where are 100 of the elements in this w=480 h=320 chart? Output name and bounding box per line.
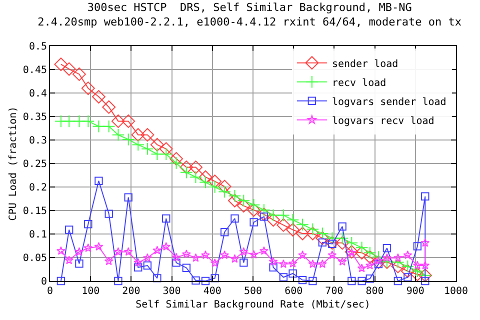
point	[180, 160, 194, 174]
point	[363, 250, 377, 264]
point	[218, 185, 231, 198]
point	[237, 194, 250, 208]
point	[286, 214, 300, 226]
x-tick-label: 600	[284, 286, 303, 297]
point	[230, 214, 239, 223]
point	[162, 242, 171, 251]
y-tick-label: 0.1	[28, 230, 47, 240]
point	[325, 236, 339, 250]
point	[247, 198, 260, 212]
point	[150, 138, 164, 152]
legend-label: sender load	[332, 58, 398, 70]
point	[114, 247, 123, 256]
point	[82, 114, 95, 128]
point	[296, 218, 309, 231]
point	[102, 100, 116, 114]
point	[230, 254, 240, 263]
point	[74, 247, 84, 256]
point	[64, 226, 74, 234]
y-tick-label: 0.15	[22, 206, 47, 217]
y-tick-label: 0.2	[28, 182, 47, 194]
point	[318, 259, 327, 268]
y-tick-label: 0.05	[22, 253, 47, 264]
point	[92, 90, 106, 104]
point	[391, 260, 405, 274]
point	[104, 210, 113, 218]
point	[94, 176, 103, 185]
point	[365, 260, 374, 270]
point	[64, 256, 74, 264]
point	[348, 276, 356, 286]
point	[94, 242, 104, 251]
x-axis-title: Self Similar Background Rate (Mbit/sec)	[136, 300, 370, 310]
point	[288, 269, 297, 278]
point	[84, 243, 93, 252]
point	[236, 199, 250, 213]
point	[336, 236, 350, 250]
point	[298, 276, 307, 284]
point	[410, 268, 424, 282]
chart-title: 300sec HSTCP DRS, Self Similar Background, MB-NG 2.4.20smp web100-2.2.1, e1000-4.4.12 rxint 64/64, moderate on tx	[38, 1, 462, 28]
point	[122, 133, 135, 146]
point	[160, 148, 172, 160]
point	[201, 276, 210, 286]
point	[220, 228, 229, 236]
point	[112, 128, 125, 142]
point	[201, 250, 210, 260]
point	[132, 138, 144, 152]
point	[102, 120, 116, 133]
point	[192, 276, 200, 285]
point	[104, 256, 114, 266]
point	[218, 180, 232, 194]
y-tick-label: 0.35	[22, 112, 47, 123]
point	[328, 250, 337, 260]
point	[420, 238, 430, 247]
point	[298, 250, 308, 260]
point	[198, 170, 212, 184]
point	[344, 245, 358, 259]
point	[308, 276, 317, 286]
point	[400, 264, 414, 278]
point	[72, 67, 86, 81]
point	[172, 252, 181, 262]
point	[358, 276, 366, 286]
point	[421, 192, 430, 200]
point	[420, 260, 430, 270]
point	[122, 114, 136, 128]
point	[220, 250, 230, 260]
point	[412, 260, 422, 270]
point	[266, 213, 280, 227]
point	[357, 264, 366, 272]
point	[316, 227, 329, 240]
point	[247, 203, 261, 217]
point	[286, 223, 300, 237]
point	[210, 274, 219, 282]
point	[143, 261, 152, 270]
point	[170, 156, 183, 170]
point	[269, 263, 278, 272]
point	[382, 253, 392, 262]
point	[153, 274, 162, 282]
point	[316, 231, 330, 245]
y-tick-label: 0.4	[28, 88, 47, 100]
point	[279, 273, 288, 282]
point	[257, 208, 271, 221]
point	[140, 128, 154, 142]
point	[308, 259, 318, 268]
point	[141, 142, 154, 156]
point	[124, 193, 132, 202]
point	[403, 250, 412, 260]
point	[278, 259, 288, 268]
point	[228, 190, 242, 202]
point	[134, 258, 143, 267]
point	[355, 246, 369, 260]
point	[421, 276, 430, 286]
point	[345, 236, 358, 250]
point	[259, 246, 268, 255]
point	[56, 276, 66, 286]
point	[182, 264, 191, 272]
point	[172, 258, 180, 267]
point	[401, 260, 414, 273]
point	[366, 274, 374, 283]
legend-label: recv load	[332, 78, 386, 89]
